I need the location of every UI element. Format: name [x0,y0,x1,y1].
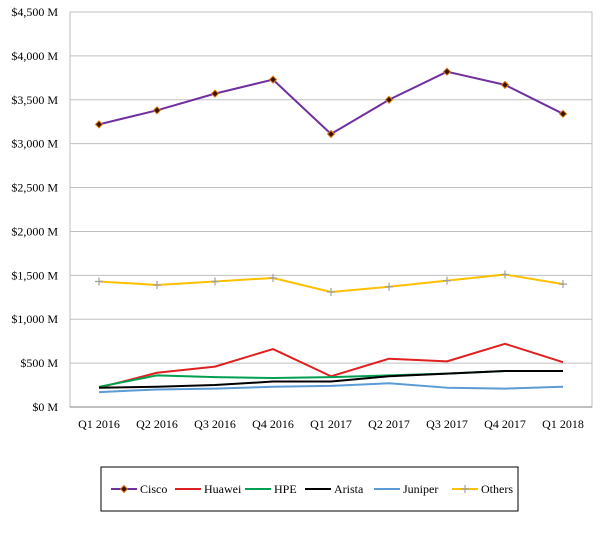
legend-label-arista: Arista [334,482,364,496]
series-markers [94,67,568,297]
plot-area [69,11,593,408]
x-tick-label: Q1 2017 [310,417,352,431]
y-tick-label: $2,500 M [11,181,58,195]
y-tick-label: $500 M [20,356,58,370]
x-tick-label: Q4 2017 [484,417,526,431]
legend-label-others: Others [481,482,513,496]
gridlines [69,11,593,408]
data-point-others [327,288,335,297]
data-point-cisco [500,80,510,90]
x-tick-label: Q3 2016 [194,417,236,431]
x-tick-label: Q1 2016 [78,417,120,431]
series-line-juniper [98,382,564,394]
data-point-cisco [210,89,220,98]
series-lines [98,70,564,394]
data-point-others [269,273,277,282]
y-tick-label: $4,500 M [11,5,58,19]
data-point-others [211,277,219,286]
y-tick-label: $4,000 M [11,49,58,63]
series-line-arista [98,370,563,389]
data-point-cisco [152,106,162,115]
data-point-others [153,280,161,289]
data-point-cisco [442,67,452,76]
legend-label-hpe: HPE [274,482,297,496]
data-point-cisco [268,75,278,84]
data-point-others [443,276,451,285]
legend: Cisco Huawei HPE Arista Juniper Others [100,466,519,512]
y-tick-label: $2,000 M [11,224,58,238]
y-axis-ticks: $0 M $500 M $1,000 M $1,500 M $2,000 M $2,500… [11,5,58,414]
legend-label-juniper: Juniper [403,482,438,496]
y-tick-label: $1,500 M [11,268,58,282]
data-point-others [501,270,509,279]
data-point-cisco [326,129,336,139]
y-tick-label: $3,500 M [11,93,58,107]
series-line-hpe [98,370,563,388]
x-tick-label: Q2 2016 [136,417,178,431]
legend-label-cisco: Cisco [140,482,167,496]
x-tick-label: Q3 2017 [426,417,468,431]
y-tick-label: $0 M [32,400,58,414]
legend-label-huawei: Huawei [204,482,242,496]
x-tick-label: Q2 2017 [368,417,410,431]
data-point-others [385,282,393,291]
series-line-cisco [98,70,564,136]
legend-marker-cisco [119,484,129,494]
y-tick-label: $1,000 M [11,312,58,326]
legend-marker-others [461,485,469,493]
data-point-cisco [94,120,104,129]
data-point-others [95,277,103,286]
x-axis-ticks: Q1 2016 Q2 2016 Q3 2016 Q4 2016 Q1 2017 Q2 20… [78,417,584,431]
data-point-others [559,280,567,289]
x-tick-label: Q4 2016 [252,417,294,431]
data-point-cisco [384,95,394,104]
x-tick-label: Q1 2018 [542,417,584,431]
data-point-cisco [558,109,568,119]
y-tick-label: $3,000 M [11,137,58,151]
